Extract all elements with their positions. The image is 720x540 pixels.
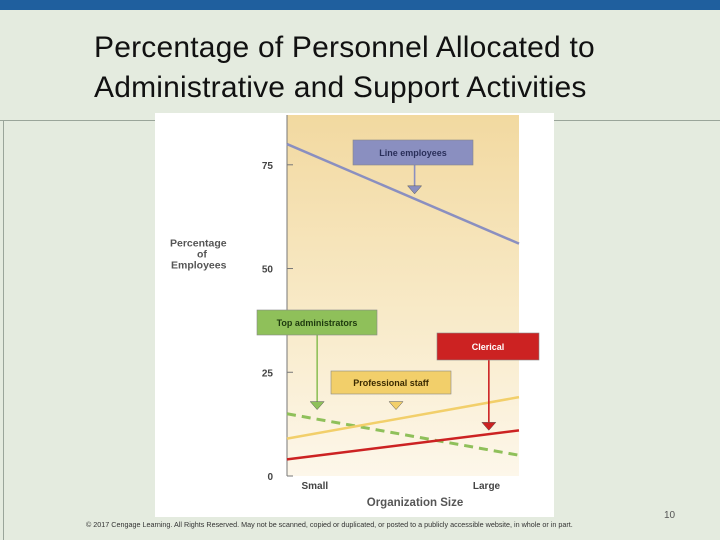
- plot-area: [287, 115, 519, 476]
- x-axis-label: Organization Size: [367, 497, 464, 509]
- y-axis-label-line-1: Percentage: [170, 238, 227, 250]
- series-line-top-administrators: [286, 412, 520, 457]
- line-employees-arrow-head: [407, 185, 423, 195]
- x-tick-label-small: Small: [301, 481, 328, 492]
- y-axis-label-line-2: of: [197, 249, 207, 261]
- top-administrators-label-text: Top administrators: [277, 318, 358, 328]
- clerical-arrow-head: [481, 422, 497, 431]
- professional-staff-arrow-head: [388, 401, 404, 410]
- y-tick-label-50: 50: [262, 265, 274, 276]
- y-tick-label-0: 0: [267, 472, 273, 483]
- line-employees-label-text: Line employees: [379, 148, 447, 158]
- top-accent-bar: [0, 0, 720, 10]
- series-line-professional-staff: [286, 395, 520, 440]
- page-number: 10: [664, 510, 676, 521]
- slide-title-line-2: Administrative and Support Activities: [94, 71, 587, 104]
- y-tick-label-25: 25: [262, 368, 274, 379]
- y-axis-label-line-3: Employees: [171, 260, 227, 272]
- chart-panel: 0 25 50 75 Small Large Organization Size Percen…: [155, 113, 554, 517]
- series-line-line-employees: [286, 142, 520, 245]
- top-administrators-arrow-head: [309, 401, 325, 410]
- clerical-label-text: Clerical: [472, 342, 505, 352]
- top-administrators-label-box: [256, 309, 378, 336]
- copyright-footer: © 2017 Cengage Learning. All Rights Rese…: [86, 520, 573, 529]
- y-tick-label-75: 75: [262, 161, 274, 172]
- line-employees-label-box: [352, 139, 474, 166]
- series-line-clerical: [286, 429, 520, 461]
- x-tick-label-large: Large: [473, 481, 501, 492]
- clerical-label-box: [436, 332, 540, 361]
- title-area: Percentage of Personnel Allocated to Adm…: [0, 10, 720, 120]
- professional-staff-label-text: Professional staff: [353, 378, 430, 388]
- left-border-line: [3, 10, 4, 540]
- slide-title-line-1: Percentage of Personnel Allocated to: [94, 31, 595, 64]
- line-chart: 0 25 50 75 Small Large Organization Size Percen…: [170, 115, 540, 509]
- professional-staff-label-box: [330, 370, 452, 395]
- slide-title: Percentage of Personnel Allocated to Adm…: [94, 28, 694, 108]
